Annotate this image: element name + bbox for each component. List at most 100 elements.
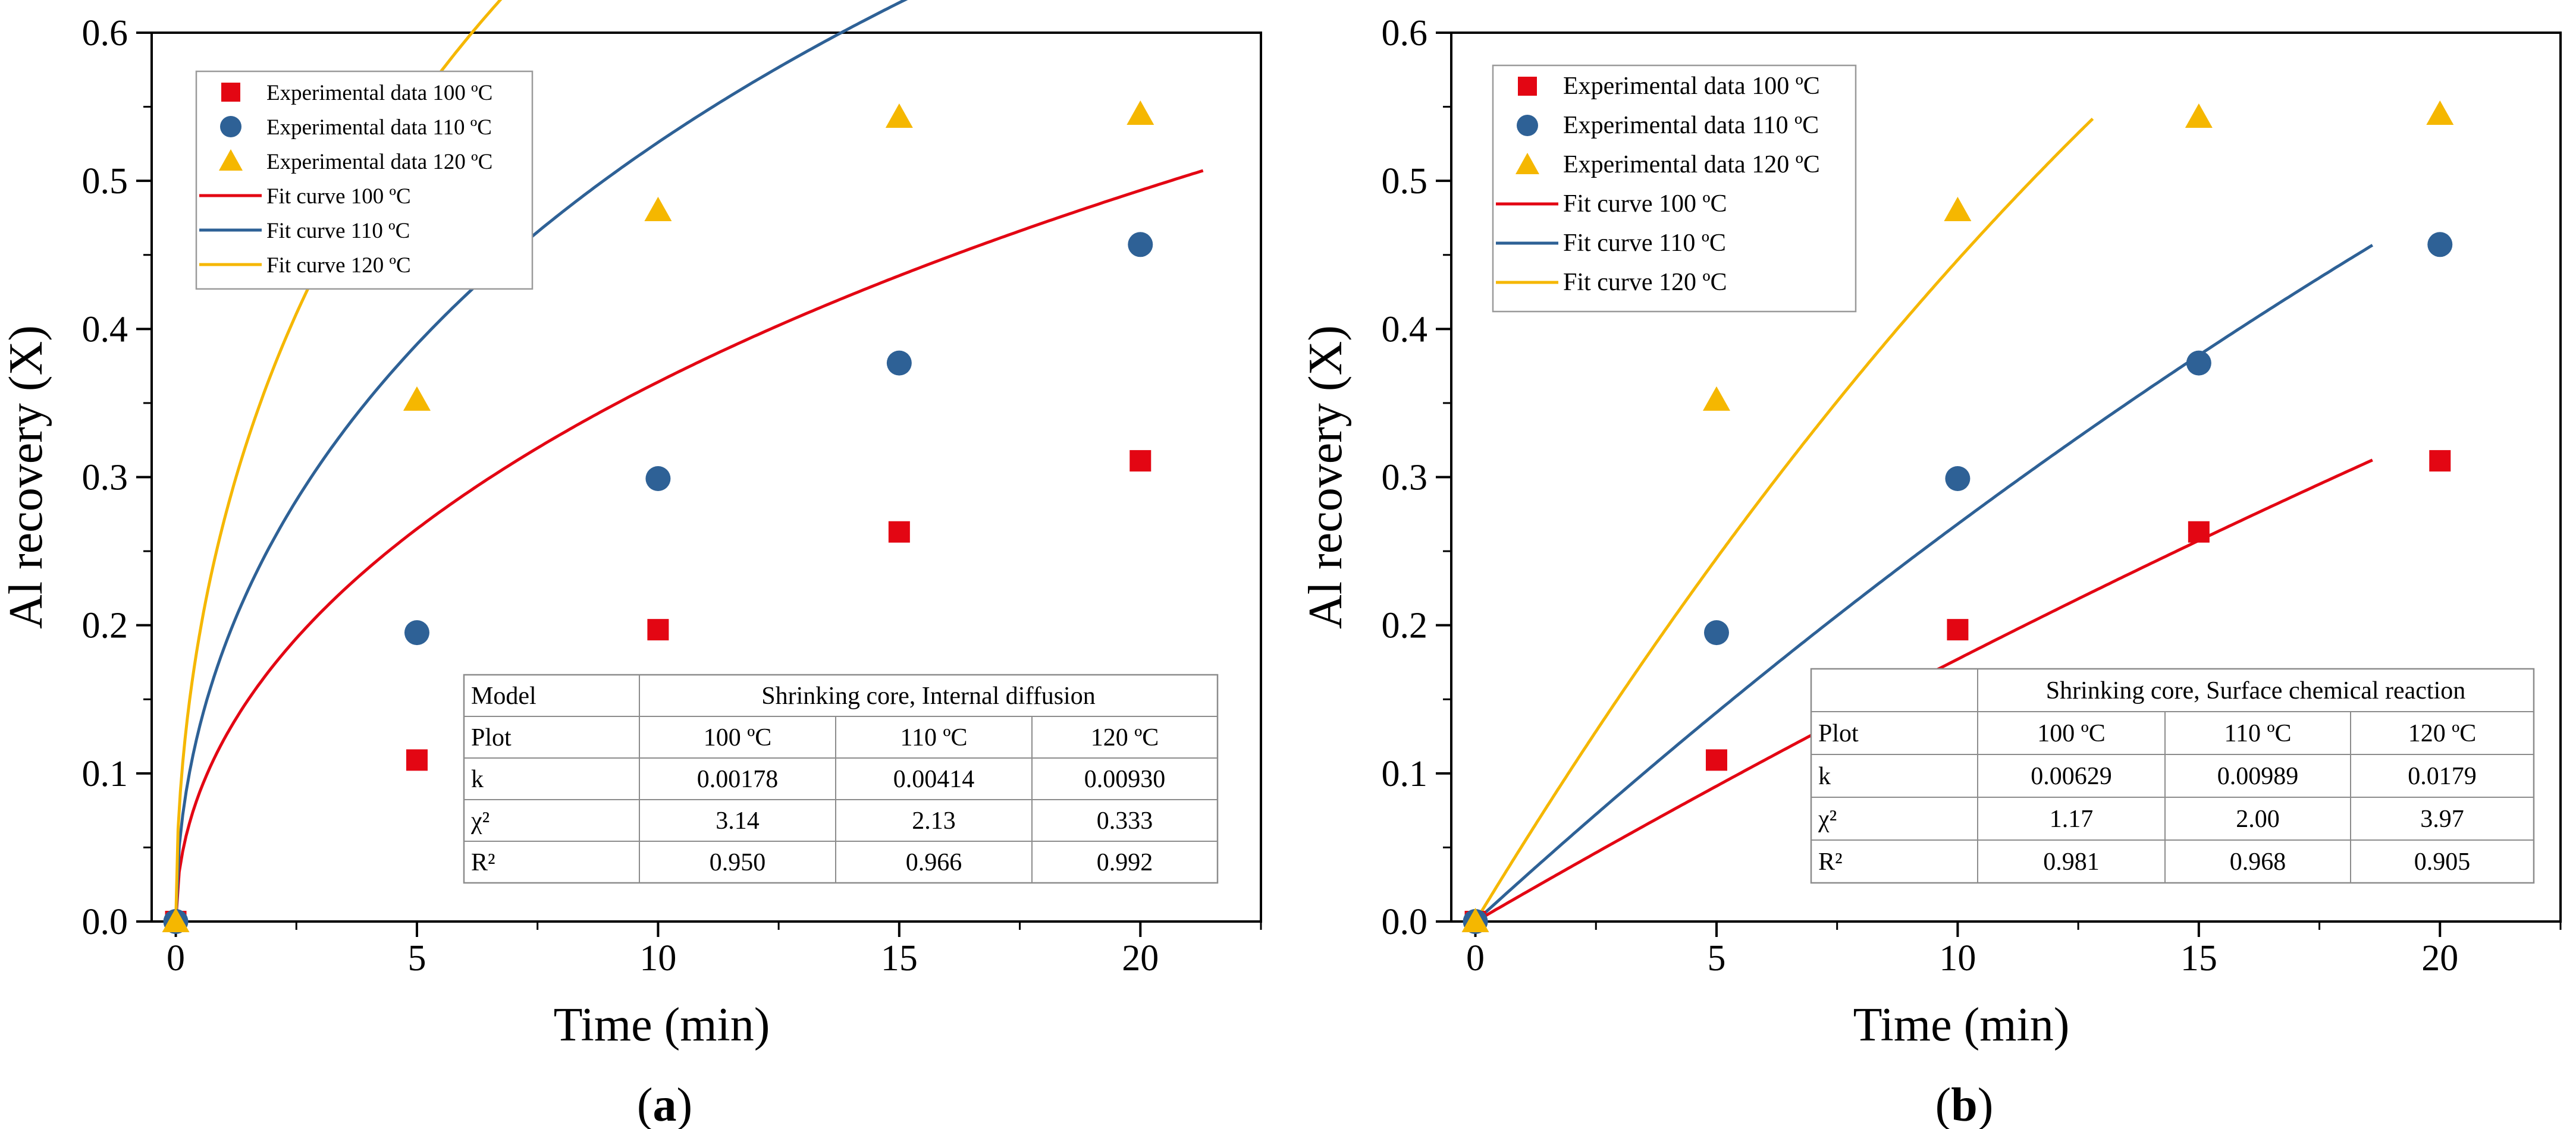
- table-cell: 0.950: [710, 849, 766, 876]
- y-tick-label: 0.2: [1382, 606, 1428, 646]
- legend-label: Fit curve 110 ºC: [266, 219, 410, 243]
- legend-box: [1492, 64, 1857, 313]
- table-cell: 0.333: [1097, 807, 1153, 835]
- y-tick-label: 0.5: [82, 161, 128, 202]
- table-frame: [1810, 668, 2535, 884]
- fit-curve-110: [174, 0, 908, 922]
- legend-marker-square: [221, 83, 240, 102]
- y-axis-title: Al recovery (X): [1300, 325, 1352, 629]
- table-cell: 0.00930: [1084, 766, 1166, 793]
- data-point-100: [647, 619, 669, 641]
- table-cell: 120 ºC: [2408, 720, 2477, 747]
- data-point-120: [1461, 908, 1489, 932]
- data-point-110: [1128, 232, 1153, 257]
- table-cell: 100 ºC: [2037, 720, 2106, 747]
- y-tick-label: 0.4: [82, 309, 128, 350]
- table-cell: R²: [471, 849, 495, 876]
- legend-label: Experimental data 110 ºC: [1563, 112, 1819, 139]
- fit-curve-110: [1474, 244, 2374, 923]
- data-point-120: [1944, 197, 1972, 221]
- legend-label: Experimental data 100 ºC: [1563, 73, 1820, 100]
- legend-label: Experimental data 100 ºC: [266, 81, 492, 105]
- table-cell: Plot: [1818, 720, 1859, 747]
- table-cell: R²: [1818, 848, 1843, 876]
- table-cell: k: [471, 766, 484, 793]
- y-tick-label: 0.3: [82, 458, 128, 498]
- data-point-100: [406, 749, 428, 771]
- data-point-120: [2185, 103, 2213, 128]
- legend-marker-circle: [220, 116, 241, 137]
- data-point-120: [644, 197, 672, 221]
- data-point-100: [1705, 749, 1727, 771]
- table-cell: 110 ºC: [2224, 720, 2292, 747]
- data-point-120: [1127, 100, 1154, 125]
- panel-label: (a): [637, 1079, 692, 1129]
- data-point-120: [162, 908, 190, 932]
- y-tick-label: 0.1: [1382, 754, 1428, 794]
- legend-marker-triangle: [219, 149, 243, 171]
- data-point-110: [2427, 232, 2453, 257]
- table-cell: 110 ºC: [900, 724, 968, 751]
- legend: Experimental data 100 ºC Experimental dat…: [195, 70, 534, 290]
- x-tick-label: 15: [2180, 938, 2217, 979]
- legend-marker-square: [1518, 77, 1537, 96]
- data-point-110: [886, 350, 912, 376]
- fit-curve-100: [174, 169, 1204, 922]
- data-point-100: [2429, 450, 2451, 472]
- x-axis-title: Time (min): [554, 999, 770, 1051]
- legend-label: Fit curve 120 ºC: [1563, 269, 1727, 296]
- legend-box: [195, 70, 534, 290]
- data-point-120: [885, 103, 913, 128]
- data-point-100: [2188, 521, 2210, 543]
- table-cell: 0.981: [2043, 848, 2100, 876]
- table-cell: 2.00: [2236, 806, 2280, 833]
- table-cell: 1.17: [2050, 806, 2094, 833]
- table-header-cell: Shrinking core, Surface chemical reactio…: [2046, 677, 2466, 705]
- table-cell: χ²: [470, 807, 490, 835]
- table-cell: 0.00629: [2031, 763, 2112, 790]
- panel-label: (b): [1935, 1079, 1994, 1129]
- x-tick-label: 20: [2421, 938, 2458, 979]
- fit-curve-120: [174, 0, 503, 922]
- legend-marker-triangle: [1516, 153, 1539, 174]
- x-tick-label: 20: [1122, 938, 1159, 979]
- data-point-100: [1129, 450, 1151, 472]
- legend-label: Fit curve 110 ºC: [1563, 229, 1726, 257]
- table-header-cell: Model: [471, 683, 536, 710]
- x-tick-label: 10: [639, 938, 676, 979]
- table-cell: 120 ºC: [1091, 724, 1159, 751]
- y-tick-label: 0.3: [1382, 458, 1428, 498]
- table-cell: 0.00414: [893, 766, 975, 793]
- y-tick-label: 0.0: [82, 902, 128, 942]
- y-tick-label: 0.4: [1382, 309, 1428, 350]
- x-tick-label: 15: [881, 938, 918, 979]
- x-tick-label: 0: [167, 938, 185, 979]
- x-tick-label: 0: [1466, 938, 1485, 979]
- fit-parameter-table: Shrinking core, Surface chemical reactio…: [1810, 668, 2535, 884]
- fit-curve-120: [1474, 118, 2094, 923]
- legend-label: Fit curve 100 ºC: [1563, 190, 1727, 218]
- chart-panel-a: 0 5 10 15 20 0.0 0.1 0.2 0.3 0.4 0.5 0.6 Time (min) A…: [0, 0, 1262, 1129]
- data-point-110: [404, 620, 429, 646]
- table-cell: 3.97: [2420, 806, 2464, 833]
- data-point-110: [645, 466, 671, 491]
- legend-label: Fit curve 100 ºC: [266, 184, 411, 209]
- table-cell: χ²: [1818, 806, 1837, 833]
- y-tick-label: 0.0: [1382, 902, 1428, 942]
- data-point-110: [1945, 466, 1971, 491]
- table-cell: 100 ºC: [704, 724, 772, 751]
- table-cell: 0.00989: [2217, 763, 2299, 790]
- data-point-100: [1947, 619, 1969, 641]
- chart-panel-b: 0 5 10 15 20 0.0 0.1 0.2 0.3 0.4 0.5 0.6 Time (min) A…: [1300, 13, 2562, 1129]
- table-cell: 0.0179: [2408, 763, 2477, 790]
- table-cell: 0.992: [1097, 849, 1153, 876]
- legend-marker-circle: [1517, 115, 1538, 136]
- data-point-120: [403, 386, 431, 411]
- table-frame: [463, 674, 1219, 884]
- x-tick-label: 5: [1707, 938, 1725, 979]
- legend-label: Experimental data 120 ºC: [266, 150, 492, 174]
- data-point-100: [888, 521, 910, 543]
- y-tick-label: 0.2: [82, 606, 128, 646]
- table-header-cell: Shrinking core, Internal diffusion: [761, 683, 1095, 710]
